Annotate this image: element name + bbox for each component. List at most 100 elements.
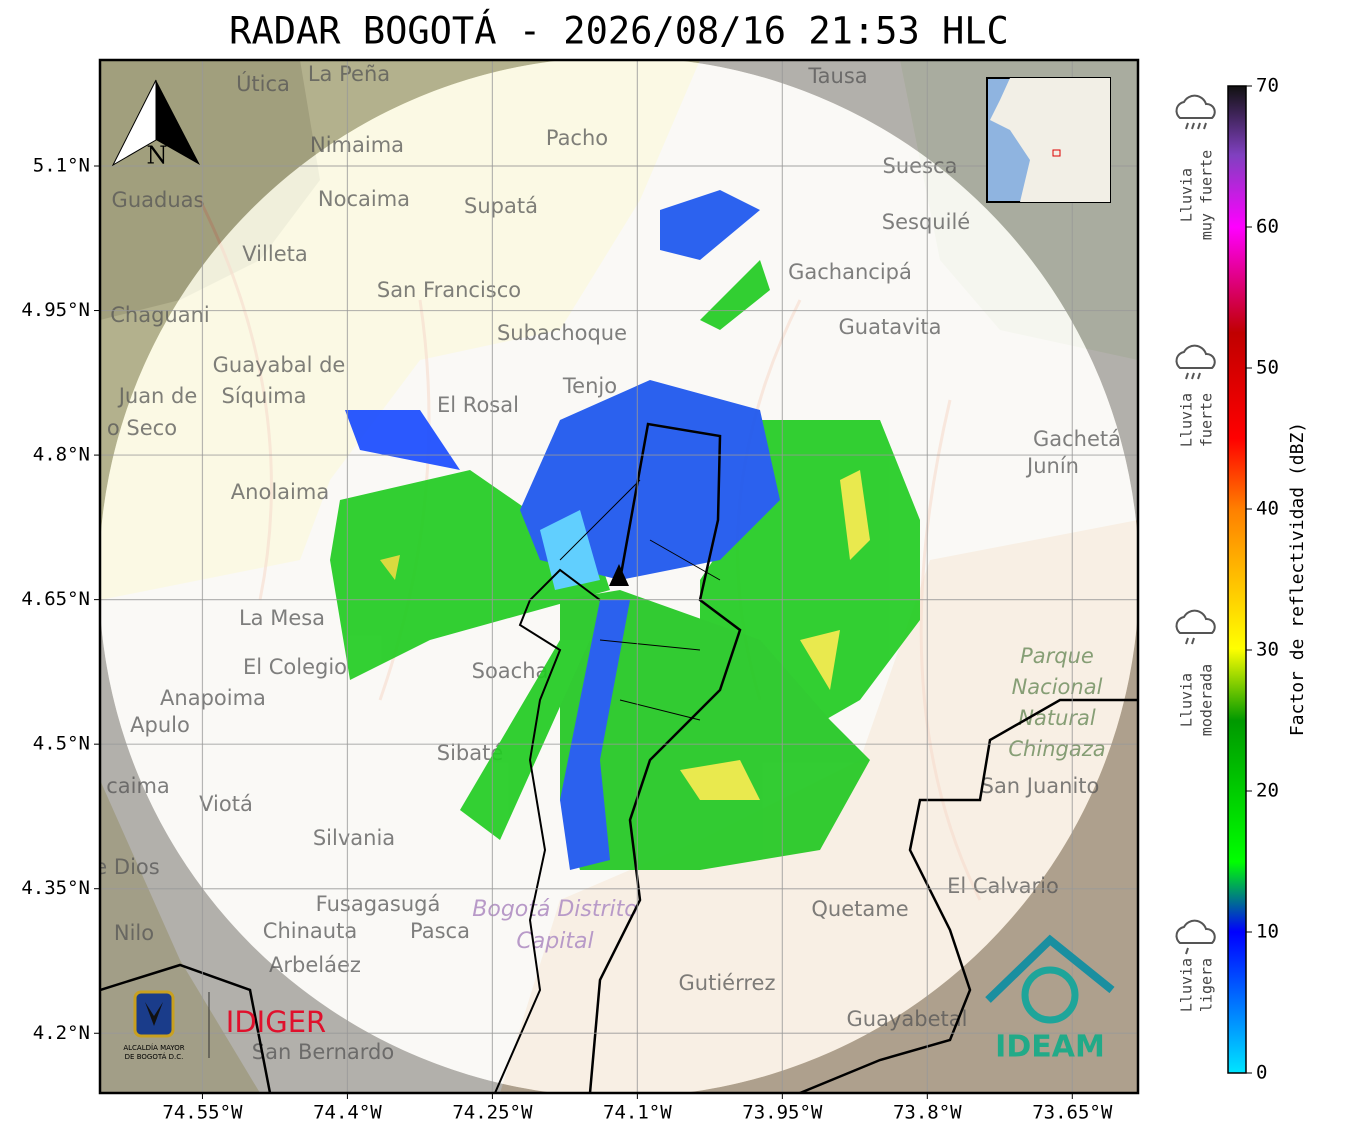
- place-label: Guayabetal: [847, 1007, 968, 1031]
- echo: [840, 470, 870, 560]
- place-label: Silvania: [313, 826, 395, 850]
- rain-class: Lluvia ligera: [1178, 958, 1216, 1012]
- colorbar-tick-label: 60: [1256, 216, 1279, 238]
- rain-class-label: Lluvia: [1178, 958, 1196, 1012]
- echo: [660, 190, 760, 260]
- rain-class-label: fuerte: [1198, 393, 1216, 447]
- x-tick-label: 73.95°W: [742, 1102, 823, 1124]
- place-label: Chinauta: [263, 919, 357, 943]
- place-label: o Seco: [107, 416, 177, 440]
- y-tick-label: 4.5°N: [33, 733, 90, 755]
- place-label: Pasca: [410, 919, 470, 943]
- rain-class-label: Lluvia: [1178, 673, 1196, 727]
- drop: [1191, 372, 1195, 380]
- drop: [1197, 372, 1201, 380]
- place-label: Guaduas: [112, 188, 205, 212]
- place-label: Anolaima: [231, 480, 329, 504]
- rain-class-label: Lluvia: [1178, 168, 1196, 222]
- rain-class: Lluvia moderada: [1178, 664, 1216, 736]
- place-label: Gutiérrez: [679, 971, 776, 995]
- place-label: e Dios: [94, 855, 159, 879]
- idiger-logo: IDIGER: [226, 1005, 326, 1039]
- drop: [1197, 122, 1201, 130]
- rain-icon: [1175, 344, 1216, 380]
- place-label: Supatá: [464, 194, 538, 218]
- y-tick-label: 4.8°N: [33, 444, 90, 466]
- echo: [680, 760, 760, 800]
- y-tick-label: 5.1°N: [33, 154, 90, 176]
- cloud: [1175, 94, 1216, 119]
- x-tick-label: 74.25°W: [452, 1102, 533, 1124]
- drop: [1185, 947, 1189, 955]
- colorbar-label: Factor de reflectividad (dBZ): [1287, 422, 1308, 736]
- y-tick-label: 4.95°N: [21, 299, 90, 321]
- eagle: [145, 1002, 163, 1026]
- rain-class-label: ligera: [1198, 958, 1216, 1012]
- echo: [560, 600, 630, 870]
- place-label: Gachancipá: [788, 260, 912, 284]
- y-tick-label: 4.2°N: [33, 1022, 90, 1044]
- north-arrow: N: [111, 79, 200, 170]
- cloud: [1175, 344, 1216, 369]
- place-label: Gachetá: [1033, 427, 1121, 451]
- place-label: Síquima: [222, 384, 307, 408]
- axes: 74.55°W 74.4°W 74.25°W 74.1°W 73.95°W 73.8°W 7…: [21, 154, 1113, 1123]
- place-label: caima: [106, 774, 170, 798]
- place-label: Pacho: [546, 126, 608, 150]
- park-label: Nacional: [1012, 675, 1103, 699]
- north-label: N: [147, 142, 168, 170]
- park-label: Chingaza: [1008, 737, 1105, 761]
- district-label: Capital: [516, 929, 593, 954]
- y-tick-label: 4.35°N: [21, 877, 90, 899]
- map: Útica La Peña Tausa Pacho Nimaima Guaduas Noca…: [94, 60, 1138, 1093]
- x-tick-label: 74.55°W: [162, 1102, 243, 1124]
- place-label: El Colegio: [243, 655, 347, 679]
- place-label: Apulo: [130, 713, 190, 737]
- place-label: Tenjo: [562, 374, 617, 398]
- place-label: Villeta: [242, 242, 307, 266]
- place-label: Nimaima: [310, 133, 404, 157]
- y-tick-label: 4.65°N: [21, 588, 90, 610]
- place-label: Nilo: [114, 921, 154, 945]
- rain-icon: [1175, 94, 1216, 130]
- place-label: Tausa: [807, 64, 867, 88]
- rain-class: Lluvia fuerte: [1178, 393, 1216, 447]
- x-tick-label: 73.65°W: [1032, 1102, 1113, 1124]
- drop: [1185, 637, 1189, 645]
- place-label: Junín: [1025, 454, 1079, 478]
- place-label: Quetame: [811, 897, 908, 921]
- place-label: San Bernardo: [252, 1040, 394, 1064]
- radar-site: [609, 564, 629, 586]
- place-label: Nocaima: [318, 187, 410, 211]
- place-label: El Calvario: [947, 874, 1059, 898]
- place-label: Guayabal de: [213, 353, 346, 377]
- place-label: Útica: [236, 71, 290, 96]
- echo: [700, 260, 770, 330]
- cloud: [1175, 609, 1216, 634]
- echo: [800, 630, 840, 690]
- colorbar-tick-label: 20: [1256, 780, 1279, 802]
- colorbar: [1227, 85, 1247, 1074]
- colorbar-tick-label: 50: [1256, 357, 1279, 379]
- place-label: Juan de: [117, 384, 198, 408]
- place-label: Soacha: [472, 659, 549, 683]
- colorbar-axis: 0 10 20 30 40 50 60 70: [1246, 75, 1279, 1084]
- colorbar-tick-label: 70: [1256, 75, 1279, 97]
- rain-icon: [1175, 609, 1216, 645]
- drop: [1185, 372, 1189, 380]
- place-label: San Juanito: [981, 774, 1100, 798]
- grid: [100, 60, 1138, 1093]
- place-label: Sesquilé: [882, 210, 970, 234]
- colorbar-tick-label: 30: [1256, 639, 1279, 661]
- colorbar-tick-label: 40: [1256, 498, 1279, 520]
- x-tick-label: 74.1°W: [603, 1102, 672, 1124]
- place-label: Anapoima: [160, 686, 266, 710]
- ideam-swirl: [1021, 966, 1079, 1024]
- drop: [1191, 637, 1195, 645]
- colorbar-tick-label: 0: [1256, 1062, 1267, 1084]
- place-label: Subachoque: [497, 321, 627, 345]
- park-label: Parque: [1020, 644, 1094, 668]
- rain-class: Lluvia muy fuerte: [1178, 150, 1216, 240]
